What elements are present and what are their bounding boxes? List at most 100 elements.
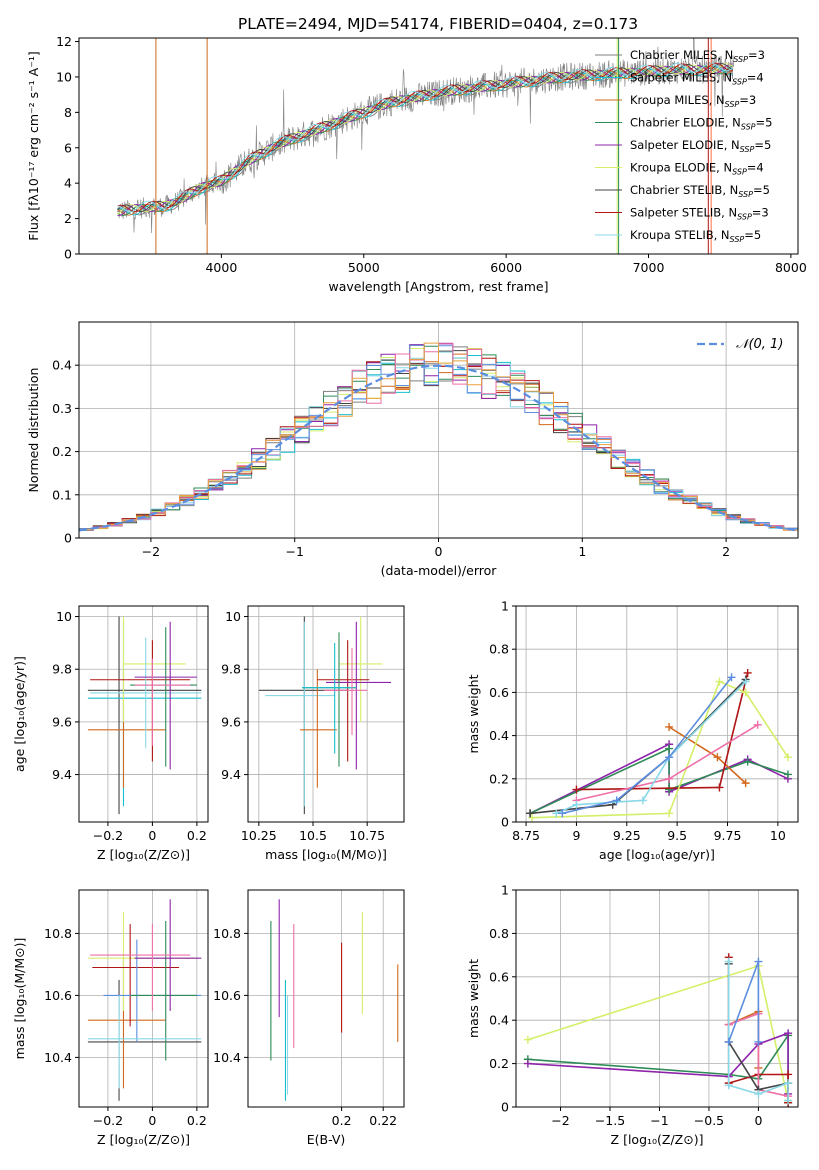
mass-weight-marker <box>753 720 762 729</box>
y-tick-label: 0.8 <box>489 926 509 941</box>
y-tick-label: 10.4 <box>213 1050 241 1065</box>
model-spectrum <box>117 63 733 215</box>
spectrum-frame <box>78 37 799 255</box>
legend-entry: Kroupa MILES, NSSP=3 <box>630 93 756 109</box>
residuals-xlabel: (data-model)/error <box>381 563 498 578</box>
model-spectrum <box>117 62 733 213</box>
legend-entry: Kroupa ELODIE, NSSP=4 <box>630 161 764 177</box>
errorbar-point <box>87 979 202 1101</box>
x-tick-label: 0.2 <box>332 1113 352 1128</box>
x-tick-label: 1 <box>578 544 586 559</box>
y-tick-label: 8 <box>64 105 72 120</box>
x-tick-label: 10.5 <box>299 828 327 843</box>
massweight_vs_age-xlabel: age [log₁₀(age/yr)] <box>599 847 715 862</box>
mass_vs_EBV-xlabel: E(B-V) <box>307 1132 346 1147</box>
mass-weight-marker <box>612 796 621 805</box>
x-tick-label: 0.22 <box>369 1113 397 1128</box>
mass-weight-marker <box>783 770 792 779</box>
y-tick-label: 9.8 <box>52 662 72 677</box>
y-tick-label: 1 <box>501 883 509 898</box>
mass-weight-marker <box>528 813 537 822</box>
errorbar-point <box>326 621 391 770</box>
mass-weight-marker <box>724 1081 733 1090</box>
age_vs_Z-xlabel: Z [log₁₀(Z/Z⊙)] <box>97 847 190 862</box>
x-tick-label: 8.75 <box>512 828 540 843</box>
mass-weight-marker <box>743 757 752 766</box>
mass-weight-line <box>728 1012 789 1097</box>
age_vs_mass-axes: 10.25 10.5 10.75 9.4 9.6 9.8 10 mass [log₁₀(M/M… <box>221 605 405 862</box>
errorbar-point <box>323 648 368 736</box>
x-tick-label: 9.75 <box>714 828 742 843</box>
mass_vs_Z-xlabel: Z [log₁₀(Z/Z⊙)] <box>97 1132 190 1147</box>
mass-weight-marker <box>713 753 722 762</box>
x-tick-label: −0.2 <box>93 828 123 843</box>
errorbar-point <box>122 616 186 722</box>
y-tick-label: 0.6 <box>489 969 509 984</box>
x-tick-label: −0.2 <box>93 1113 123 1128</box>
errorbar-point <box>300 669 337 788</box>
x-tick-label: 2 <box>722 544 730 559</box>
errorbar-point <box>317 640 370 762</box>
mass-weight-marker <box>784 1070 793 1079</box>
residuals-plot-area <box>79 342 798 533</box>
x-tick-label: 10.75 <box>349 828 385 843</box>
y-tick-label: 10.6 <box>44 988 72 1003</box>
y-tick-label: 0.4 <box>489 1013 509 1028</box>
y-tick-label: 0.6 <box>489 685 509 700</box>
y-tick-label: 0.2 <box>52 444 72 459</box>
mass-weight-line <box>555 681 747 815</box>
x-tick-label: −1 <box>285 544 303 559</box>
mass-weight-marker <box>638 796 647 805</box>
mass-weight-marker <box>665 774 674 783</box>
mass-weight-marker <box>754 1037 763 1046</box>
y-tick-label: 10.4 <box>44 1050 72 1065</box>
mass-weight-marker <box>572 800 581 809</box>
mass_vs_EBV-plot-area <box>270 899 399 1101</box>
y-tick-label: 2 <box>64 211 72 226</box>
y-tick-label: 0 <box>64 247 72 262</box>
y-tick-label: 1 <box>501 599 509 614</box>
y-tick-label: 9.6 <box>52 714 72 729</box>
mass-weight-marker <box>741 688 750 697</box>
x-tick-label: −2 <box>142 544 160 559</box>
legend-entry: 𝒩(0, 1) <box>736 337 783 352</box>
mass_vs_EBV-frame <box>247 889 405 1108</box>
legend-entry: Salpeter ELODIE, NSSP=5 <box>630 138 771 154</box>
y-tick-label: 0.4 <box>489 728 509 743</box>
massweight_vs_Z-xlabel: Z [log₁₀(Z/Z⊙)] <box>611 1132 704 1147</box>
x-tick-label: 0 <box>148 828 156 843</box>
errorbar-point <box>87 616 202 815</box>
y-tick-label: 0.4 <box>52 358 72 373</box>
massweight_vs_Z-axes: −2 −1.5 −1 −0.5 0 0 0.2 0.4 0.6 0.8 1 Z [log₁₀(Z/Z⊙… <box>466 883 799 1147</box>
massweight_vs_age-plot-area <box>526 668 792 822</box>
x-tick-label: 0 <box>435 544 443 559</box>
x-tick-label: 5000 <box>348 260 380 275</box>
mass-weight-marker <box>665 785 674 794</box>
model-spectrum <box>117 66 733 216</box>
y-tick-label: 10.8 <box>44 926 72 941</box>
age_vs_mass-xlabel: mass [log₁₀(M/M⊙)] <box>265 847 387 862</box>
errorbar-point <box>87 958 166 1089</box>
mass_vs_Z-axes: −0.2 0 0.2 10.4 10.6 10.8 Z [log₁₀(Z/Z⊙)] mass … <box>12 889 209 1147</box>
mass-weight-marker <box>715 783 724 792</box>
mass-weight-marker <box>743 668 752 677</box>
massweight_vs_Z-plot-area <box>523 953 793 1107</box>
legend-entry: Chabrier ELODIE, NSSP=5 <box>630 116 772 132</box>
y-tick-label: 9.8 <box>221 662 241 677</box>
mass-weight-marker <box>665 809 674 818</box>
y-tick-label: 10 <box>56 609 72 624</box>
x-tick-label: 0.2 <box>187 828 207 843</box>
errorbar-point <box>134 621 197 770</box>
y-tick-label: 9.4 <box>221 767 241 782</box>
residuals-ylabel: Normed distribution <box>26 368 41 493</box>
spectrum-legend: Chabrier MILES, NSSP=3 Salpeter MILES, NS… <box>595 48 772 244</box>
legend-entry: Salpeter MILES, NSSP=4 <box>630 71 764 87</box>
residuals-axes: −2 −1 0 1 2 0 0.1 0.2 0.3 0.4 (data-model)/error No… <box>26 321 799 578</box>
x-tick-label: 9.5 <box>667 828 687 843</box>
x-tick-label: 10 <box>770 828 786 843</box>
age_vs_Z-ylabel: age [log₁₀(age/yr)] <box>12 656 27 772</box>
errorbar-point <box>90 640 191 762</box>
x-tick-label: 4000 <box>205 260 237 275</box>
mass-weight-marker <box>715 677 724 686</box>
